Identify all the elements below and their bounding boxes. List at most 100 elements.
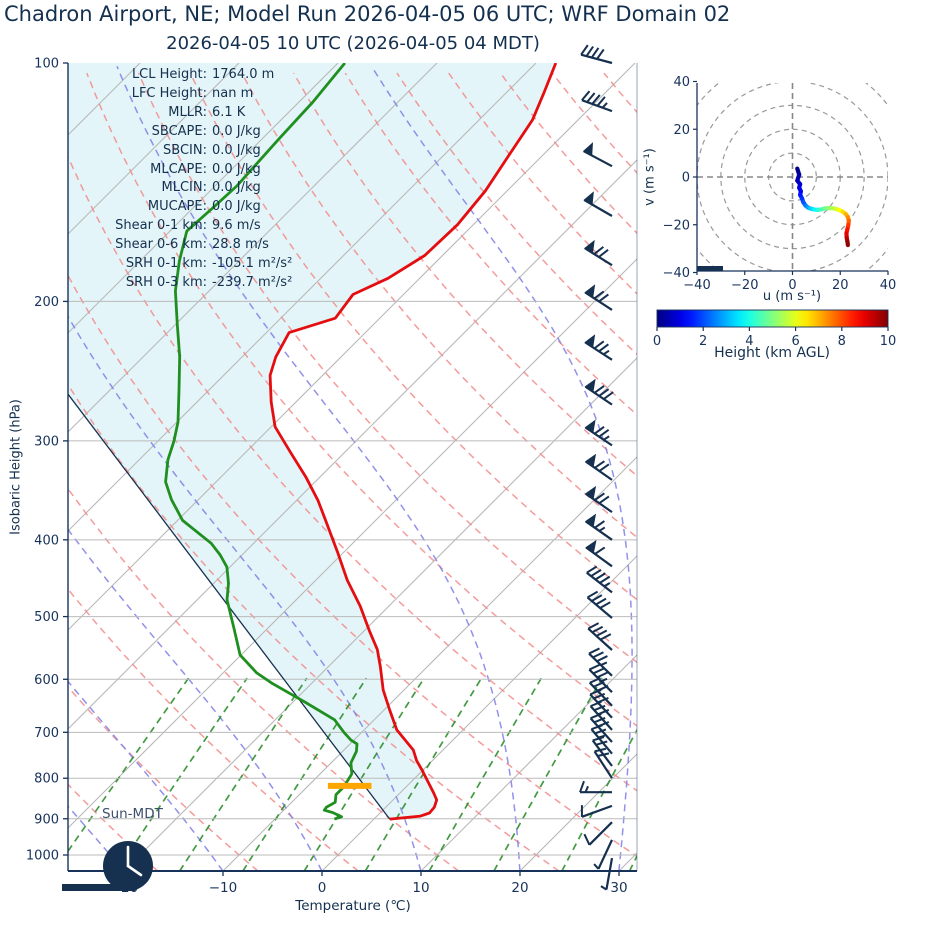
wind-barb bbox=[579, 780, 612, 794]
wind-barb bbox=[584, 378, 614, 406]
stat-label: SBCAPE: bbox=[151, 123, 207, 139]
stat-value: 9.6 m/s bbox=[212, 218, 261, 234]
pressure-tick-label: 100 bbox=[34, 57, 59, 72]
colorbar-tick-label: 0 bbox=[653, 334, 661, 349]
wind-barb bbox=[584, 485, 613, 514]
colorbar-tick-label: 8 bbox=[838, 334, 846, 349]
wind-barb bbox=[588, 677, 613, 707]
pressure-tick-label: 400 bbox=[34, 533, 59, 548]
wind-barb bbox=[581, 90, 613, 113]
pressure-tick-label: 1000 bbox=[26, 849, 59, 864]
hodograph-v-tick-label: −40 bbox=[663, 266, 690, 281]
hodograph-v-tick-label: 20 bbox=[673, 123, 690, 138]
wind-barb bbox=[584, 334, 613, 361]
figure-subtitle: 2026-04-05 10 UTC (2026-04-05 04 MDT) bbox=[166, 33, 540, 54]
stat-value: 1764.0 m bbox=[212, 67, 275, 82]
stat-label: MLCIN: bbox=[161, 180, 207, 196]
wind-barb bbox=[584, 419, 613, 447]
temperature-curve bbox=[268, 63, 558, 821]
hodograph-x-axis-label: u (m s⁻¹) bbox=[762, 289, 822, 304]
pressure-tick-label: 300 bbox=[34, 434, 59, 449]
wind-barb bbox=[582, 142, 613, 168]
colorbar-tick-label: 10 bbox=[880, 334, 897, 349]
stat-value: 0.0 J/kg bbox=[212, 161, 261, 177]
hodograph-trace bbox=[795, 166, 851, 248]
hodograph-u-tick-label: −40 bbox=[683, 278, 710, 293]
hodograph-v-tick-label: 0 bbox=[682, 171, 690, 186]
temperature-tick-label: 0 bbox=[318, 880, 327, 896]
wind-barb bbox=[587, 622, 613, 651]
pressure-tick-label: 600 bbox=[34, 673, 59, 688]
stat-label: LCL Height: bbox=[131, 67, 207, 82]
wind-barb bbox=[584, 453, 613, 481]
temperature-tick-label: 30 bbox=[610, 880, 627, 896]
stat-value: -239.7 m²/s² bbox=[212, 274, 293, 290]
wind-barb bbox=[586, 565, 613, 594]
hodograph-u-tick-label: 40 bbox=[880, 278, 897, 293]
wind-barb bbox=[583, 191, 613, 217]
wind-barbs bbox=[579, 44, 614, 891]
hodograph-v-tick-label: −20 bbox=[663, 218, 690, 233]
wind-barb bbox=[584, 513, 613, 541]
pressure-tick-label: 200 bbox=[34, 295, 59, 310]
clock-icon bbox=[103, 841, 153, 891]
wind-barb bbox=[589, 700, 613, 731]
wind-barb bbox=[588, 647, 613, 677]
pressure-tick-label: 500 bbox=[34, 610, 59, 625]
hodograph-u-tick-label: −20 bbox=[731, 278, 758, 293]
colorbar-label: Height (km AGL) bbox=[714, 345, 830, 361]
wind-barb bbox=[590, 724, 613, 755]
wind-barb bbox=[593, 747, 613, 779]
stat-label: MLLR: bbox=[168, 104, 207, 120]
stat-value: 0.0 J/kg bbox=[212, 142, 261, 158]
stat-value: 0.0 J/kg bbox=[212, 123, 261, 139]
stat-value: 28.8 m/s bbox=[212, 237, 269, 253]
page-title: Chadron Airport, NE; Model Run 2026-04-0… bbox=[4, 2, 731, 26]
temperature-tick-label: −10 bbox=[209, 880, 238, 896]
stat-value: nan m bbox=[212, 85, 254, 101]
hodograph-plot-area bbox=[697, 83, 888, 271]
temperature-tick-label: 10 bbox=[412, 880, 429, 896]
pressure-tick-label: 700 bbox=[34, 726, 59, 741]
timezone-label: Sun-MDT bbox=[102, 806, 163, 822]
wind-barb bbox=[589, 712, 613, 743]
hodograph-y-axis-label: v (m s⁻¹) bbox=[642, 148, 658, 206]
skewt-plot-area bbox=[68, 63, 637, 871]
wind-barb bbox=[588, 663, 613, 693]
wind-barb bbox=[585, 539, 613, 568]
stats-panel: LCL Height: 1764.0 m LFC Height: nan m MLLR:… bbox=[80, 66, 292, 293]
stat-value: -105.1 m²/s² bbox=[212, 256, 293, 272]
wind-barb bbox=[580, 44, 613, 65]
stat-value: 0.0 J/kg bbox=[212, 180, 261, 196]
stat-label: SBCIN: bbox=[163, 142, 207, 158]
skewt-x-axis-label: Temperature (℃) bbox=[295, 898, 411, 914]
cape-shade-region bbox=[68, 63, 556, 820]
wind-barb bbox=[584, 284, 613, 311]
colorbar-tick-label: 6 bbox=[791, 334, 799, 349]
pressure-tick-label: 800 bbox=[34, 772, 59, 787]
stat-label: SRH 0-3 km: bbox=[125, 274, 207, 290]
stat-value: 6.1 K bbox=[212, 104, 246, 120]
wind-barb bbox=[580, 804, 613, 818]
wind-barb bbox=[583, 239, 613, 267]
stat-value: 0.0 J/kg bbox=[212, 199, 261, 215]
skewt-horizon-bar bbox=[62, 884, 135, 891]
wind-barb bbox=[600, 857, 614, 891]
stat-label: Shear 0-1 km: bbox=[115, 218, 207, 234]
pressure-tick-label: 900 bbox=[34, 812, 59, 827]
wind-barb bbox=[593, 839, 613, 870]
colorbar-tick-label: 2 bbox=[699, 334, 707, 349]
stat-label: MLCAPE: bbox=[150, 161, 207, 177]
skewt-y-axis-label: Isobaric Height (hPa) bbox=[8, 399, 24, 535]
hodograph-horizon-bar bbox=[697, 266, 723, 271]
height-colorbar bbox=[656, 309, 889, 328]
colorbar-tick-label: 4 bbox=[745, 334, 753, 349]
wind-barb bbox=[591, 736, 613, 767]
stat-label: SRH 0-1 km: bbox=[125, 256, 207, 272]
stat-label: LFC Height: bbox=[131, 85, 207, 101]
hodograph-u-tick-label: 0 bbox=[788, 278, 796, 293]
stat-label: MUCAPE: bbox=[147, 199, 207, 215]
wind-barb bbox=[586, 590, 613, 619]
